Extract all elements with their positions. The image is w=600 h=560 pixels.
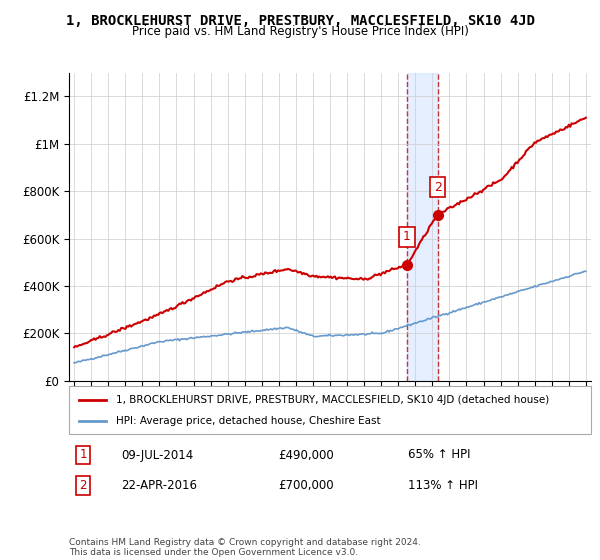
Text: £490,000: £490,000 xyxy=(278,449,334,461)
Text: 1, BROCKLEHURST DRIVE, PRESTBURY, MACCLESFIELD, SK10 4JD: 1, BROCKLEHURST DRIVE, PRESTBURY, MACCLE… xyxy=(65,14,535,28)
Text: Contains HM Land Registry data © Crown copyright and database right 2024.
This d: Contains HM Land Registry data © Crown c… xyxy=(69,538,421,557)
Text: 22-APR-2016: 22-APR-2016 xyxy=(121,479,197,492)
Text: 113% ↑ HPI: 113% ↑ HPI xyxy=(409,479,478,492)
Bar xyxy=(407,73,437,381)
Text: 65% ↑ HPI: 65% ↑ HPI xyxy=(409,449,471,461)
Text: 2: 2 xyxy=(79,479,87,492)
Text: 1, BROCKLEHURST DRIVE, PRESTBURY, MACCLESFIELD, SK10 4JD (detached house): 1, BROCKLEHURST DRIVE, PRESTBURY, MACCLE… xyxy=(116,395,549,405)
FancyBboxPatch shape xyxy=(69,386,591,434)
Text: Price paid vs. HM Land Registry's House Price Index (HPI): Price paid vs. HM Land Registry's House … xyxy=(131,25,469,38)
Text: 2: 2 xyxy=(434,181,442,194)
Text: 1: 1 xyxy=(403,230,411,244)
Text: 1: 1 xyxy=(79,449,87,461)
Text: £700,000: £700,000 xyxy=(278,479,334,492)
Text: 09-JUL-2014: 09-JUL-2014 xyxy=(121,449,193,461)
Text: HPI: Average price, detached house, Cheshire East: HPI: Average price, detached house, Ches… xyxy=(116,416,380,426)
